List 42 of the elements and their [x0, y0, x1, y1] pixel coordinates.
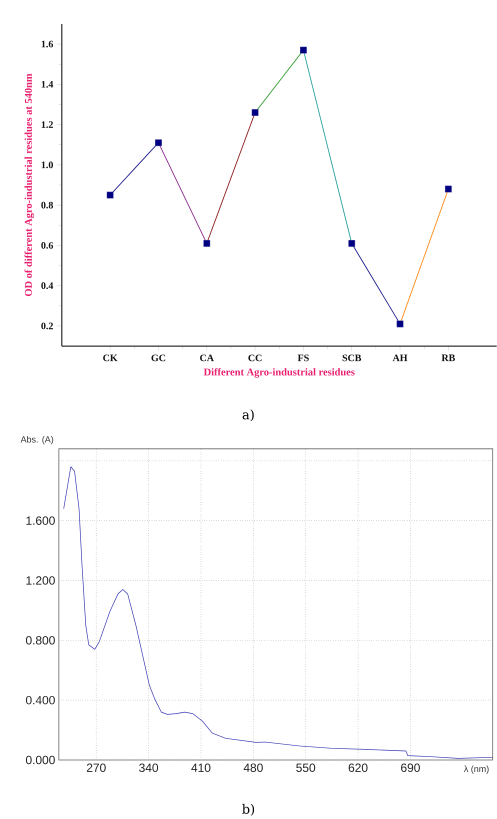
- x-tick-label: FS: [298, 354, 309, 362]
- y-tick-label: 1.2: [42, 121, 53, 128]
- y-tick-label: 0.400: [26, 696, 55, 704]
- x-tick-label: 690: [400, 764, 420, 772]
- text: a): [242, 409, 254, 422]
- y-tick-label: 0.8: [41, 202, 53, 209]
- y-tick-label: 0.4: [41, 282, 54, 290]
- y-tick-label: 1.4: [42, 80, 54, 88]
- point: [348, 240, 356, 247]
- point: [444, 186, 452, 192]
- x-tick-label: GC: [151, 354, 166, 362]
- x-axis-title: Different Agro-industrial residues: [204, 368, 355, 378]
- y-tick-label: 1.200: [26, 576, 55, 585]
- x-tick-label: 620: [348, 764, 368, 772]
- point: [106, 192, 114, 198]
- x-tick-label: 410: [191, 764, 210, 772]
- y-tick-label: 0.000: [26, 756, 55, 764]
- y-tick-label: 0.6: [41, 242, 53, 249]
- y-tick-label: 1.600: [26, 516, 55, 525]
- x-tick-label: 550: [296, 764, 316, 772]
- x-tick-label: RB: [442, 354, 455, 362]
- x-tick-label: AH: [392, 354, 408, 362]
- x-axis-title: λ (nm): [464, 765, 489, 774]
- x-tick-label: SCB: [342, 354, 362, 362]
- point: [252, 109, 258, 116]
- text: b): [242, 804, 254, 816]
- y-tick-label: 0.2: [41, 322, 53, 330]
- x-tick-label: 270: [86, 764, 106, 772]
- x-tick-label: 480: [244, 764, 263, 772]
- x-tick-label: CK: [103, 354, 118, 362]
- x-tick-label: 340: [139, 764, 158, 772]
- point: [300, 46, 307, 54]
- y-axis-title: Abs. (A): [20, 436, 54, 444]
- y-tick-label: 1.6: [42, 40, 53, 48]
- x-tick-label: CC: [248, 354, 262, 362]
- y-tick-label: 0.800: [26, 636, 55, 645]
- y-axis-title: OD of different Agro-industrial residues at 540nm: [24, 74, 34, 296]
- y-tick-label: 1.0: [42, 162, 53, 168]
- point: [203, 240, 210, 247]
- point: [155, 139, 162, 146]
- point: [396, 320, 404, 328]
- x-tick-label: CA: [200, 354, 214, 362]
